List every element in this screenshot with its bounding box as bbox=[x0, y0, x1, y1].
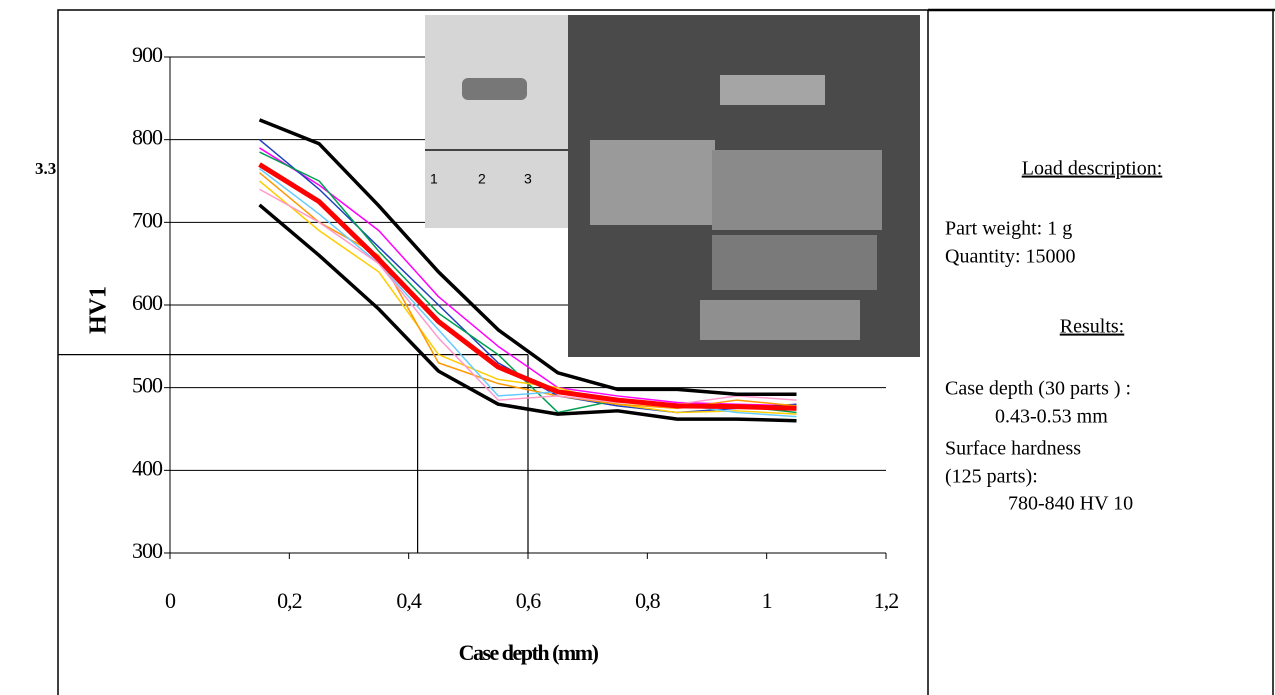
load-photo bbox=[568, 15, 920, 357]
y-axis-title: HV1 bbox=[86, 286, 112, 334]
y-tick-label: 700 bbox=[132, 207, 163, 232]
panel-text: 780-840 HV 10 bbox=[1008, 493, 1133, 515]
data-line bbox=[259, 188, 797, 405]
data-line bbox=[259, 147, 797, 407]
description-panel: Load description: Part weight: 1 g Quant… bbox=[945, 158, 1162, 515]
x-tick-label: 0,2 bbox=[277, 588, 302, 613]
y-tick-label: 300 bbox=[132, 538, 163, 563]
panel-text: 0.43-0.53 mm bbox=[995, 406, 1108, 428]
data-line bbox=[258, 118, 797, 397]
plot: 300 400 500 600 700 800 900 0 0,2 0,4 0,6 0,8 1 1,2 HV… bbox=[58, 42, 899, 665]
panel-text: (125 parts): bbox=[945, 466, 1038, 488]
x-tick-label: 1,2 bbox=[874, 588, 899, 613]
panel-text: Case depth (30 parts ) : bbox=[945, 378, 1131, 400]
x-axis-title: Case depth (mm) bbox=[459, 640, 599, 665]
y-tick-label: 900 bbox=[132, 42, 163, 67]
panel-text: Quantity: 15000 bbox=[945, 246, 1076, 268]
y-tick-label: 500 bbox=[132, 373, 163, 398]
data-line bbox=[258, 203, 797, 423]
x-tick-label: 0 bbox=[165, 588, 176, 613]
panel-text: Surface hardness bbox=[945, 438, 1081, 460]
ruler-label: 3 bbox=[524, 171, 532, 187]
y-tick-label: 400 bbox=[132, 455, 163, 480]
panel-heading: Results: bbox=[1060, 316, 1124, 338]
ruler-label: 2 bbox=[478, 171, 486, 187]
tray bbox=[590, 140, 715, 225]
panel-text: Part weight: 1 g bbox=[945, 218, 1072, 240]
x-tick-label: 0,4 bbox=[396, 588, 422, 613]
x-tick-label: 0,6 bbox=[516, 588, 542, 613]
part-photo: 1 2 3 bbox=[425, 15, 570, 228]
ruler-label: 1 bbox=[430, 171, 438, 187]
x-tick-label: 0,8 bbox=[635, 588, 661, 613]
tray bbox=[712, 235, 877, 290]
tray bbox=[712, 150, 882, 230]
tray bbox=[720, 75, 825, 105]
y-tick-label: 800 bbox=[132, 125, 163, 150]
data-line bbox=[259, 180, 797, 415]
photo-background bbox=[425, 15, 570, 228]
data-line bbox=[258, 162, 797, 411]
panel-heading: Load description: bbox=[1022, 158, 1163, 180]
part bbox=[462, 78, 527, 100]
section-label: 3.3 bbox=[35, 159, 56, 178]
tray bbox=[700, 300, 860, 340]
y-tick-label: 600 bbox=[132, 290, 163, 315]
x-tick-label: 1 bbox=[762, 588, 772, 613]
